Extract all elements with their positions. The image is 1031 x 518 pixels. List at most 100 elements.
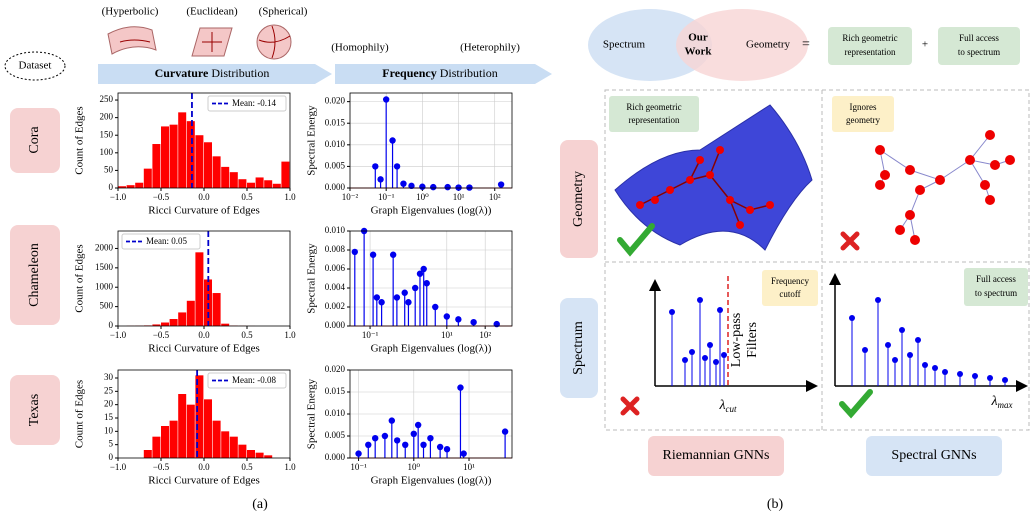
bar [169, 319, 178, 326]
bar [126, 185, 135, 188]
curvature-arrow [98, 64, 332, 84]
x-tick-label: 0.5 [241, 192, 253, 202]
stem-head [381, 432, 389, 440]
bar [204, 142, 212, 188]
bar [212, 156, 221, 188]
arrow-rest: Distribution [440, 66, 498, 80]
bar [186, 121, 195, 188]
tag-yellow [832, 96, 894, 132]
row-box [560, 140, 598, 258]
x-tick-label: −0.5 [153, 462, 170, 472]
y-axis-label: Count of Edges [74, 244, 86, 312]
bar [169, 420, 178, 458]
y-tick-label: 30 [104, 372, 114, 382]
bar [118, 186, 126, 188]
graph-nodes [636, 146, 774, 229]
bar [152, 436, 161, 458]
tag-text: to spectrum [958, 47, 1000, 57]
tag-text: geometry [846, 115, 880, 125]
x-tick-label: 0.0 [198, 330, 210, 340]
lambda-max: λmax [990, 394, 1012, 410]
geometry-label: (Euclidean) [186, 6, 238, 18]
legend-box [207, 95, 287, 112]
bar [152, 144, 161, 188]
bar [143, 168, 152, 188]
x-axis-label: Graph Eigenvalues (log(λ)) [371, 205, 492, 217]
y-tick-label: 0 [109, 320, 114, 330]
bar [212, 420, 221, 458]
y-tick-label: 0.008 [325, 244, 346, 254]
y-tick-label: 200 [100, 112, 114, 122]
tag-text: Ignores [850, 102, 877, 112]
y-tick-label: 1500 [95, 262, 114, 272]
dataset-label: Chameleon [27, 243, 42, 307]
bar [161, 322, 169, 326]
plot-frame [349, 92, 513, 189]
stem-head [400, 180, 407, 187]
stem-head [432, 303, 439, 311]
tag-text: Full access [959, 33, 999, 43]
dataset-box [10, 225, 60, 325]
bar [161, 426, 169, 458]
bar [204, 399, 212, 458]
y-tick-label: 500 [100, 301, 114, 311]
legend-label: Mean: 0.05 [146, 236, 187, 246]
y-tick-label: 50 [104, 164, 114, 174]
cross [840, 231, 860, 251]
y-tick-label: 0.005 [325, 430, 346, 440]
y-tick-label: 0 [109, 182, 114, 192]
y-tick-label: 250 [100, 94, 114, 104]
bar [135, 182, 144, 188]
row-box [560, 298, 598, 398]
caption: (b) [767, 497, 784, 512]
venn-label: Geometry [746, 39, 790, 51]
method-label: Spectral GNNs [891, 448, 976, 463]
x-tick-label: 10² [489, 192, 501, 202]
stem-head [455, 184, 462, 191]
x-tick-label: 1.0 [284, 462, 296, 472]
tag-green [964, 268, 1028, 306]
dataset-label: Texas [27, 394, 42, 426]
tag-text: Full access [976, 274, 1016, 284]
plus: + [922, 39, 928, 51]
tag-text: Rich geometric [842, 33, 897, 43]
bar [272, 183, 281, 188]
stem-head [416, 270, 424, 277]
y-tick-label: 0.010 [325, 408, 346, 418]
stem-head [466, 184, 473, 191]
y-tick-label: 0.020 [325, 364, 346, 374]
x-tick-label: 0.0 [198, 462, 210, 472]
stem-head [443, 446, 451, 453]
stem-head [497, 181, 505, 188]
header-a: (Hyperbolic) (Euclidean) (Spherical) Dat… [4, 6, 552, 512]
method-box [648, 436, 784, 476]
bar [255, 177, 264, 188]
arrow-rest: Distribution [211, 66, 269, 80]
stem-head [373, 294, 381, 301]
stem-heads-decor [669, 297, 727, 365]
plot-frame [117, 369, 291, 459]
icon-line [258, 25, 291, 59]
tag-text: representation [845, 47, 896, 57]
subscript: max [998, 400, 1013, 410]
bar [178, 312, 187, 326]
x-tick-label: −1.0 [110, 192, 127, 202]
stem-head [444, 183, 451, 191]
stem-head [393, 437, 401, 444]
row-label: Geometry [571, 171, 586, 227]
graph-nodes [875, 130, 1015, 245]
x-tick-label: 10⁰ [416, 192, 429, 202]
bar [178, 112, 187, 188]
y-axis-label: Count of Edges [74, 380, 86, 448]
y-tick-label: 5 [109, 439, 114, 449]
panel-b: Spectrum Our Work Geometry = Rich geomet… [560, 9, 1030, 512]
venn-label: Spectrum [603, 39, 646, 51]
bar [221, 166, 230, 188]
stem-head [419, 183, 426, 190]
y-tick-label: 0 [109, 452, 114, 462]
stem-head [457, 384, 464, 391]
check [617, 223, 655, 257]
venn-spectrum [588, 9, 712, 81]
y-tick-label: 0.000 [325, 182, 346, 192]
